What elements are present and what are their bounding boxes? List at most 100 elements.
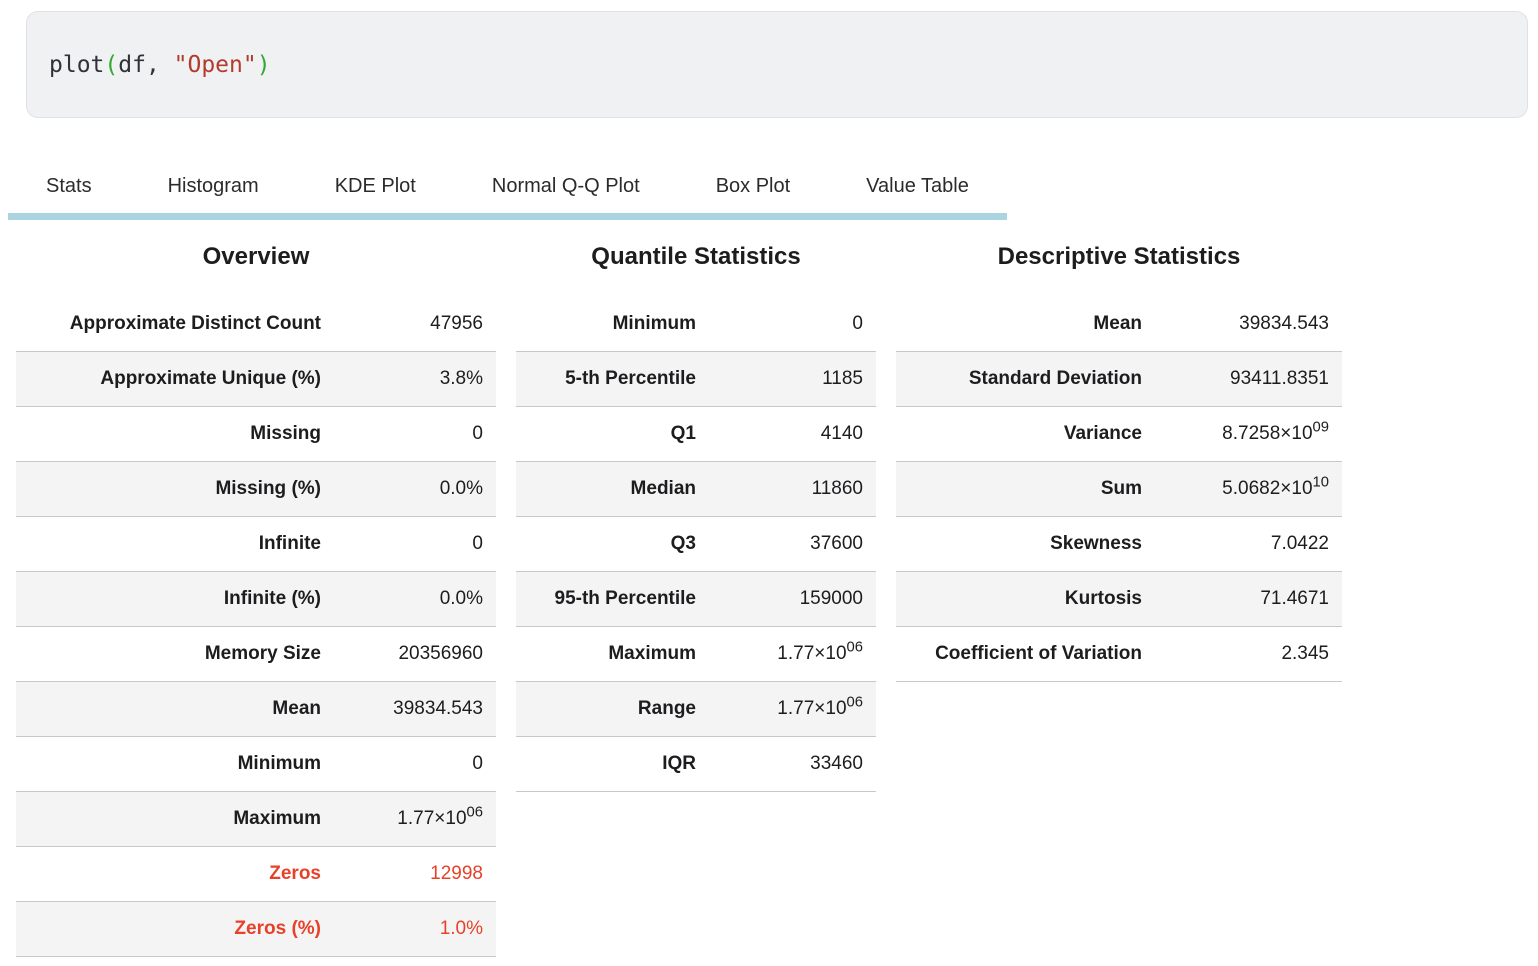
stat-row: IQR 33460 bbox=[516, 737, 876, 792]
stat-value: 0 bbox=[852, 313, 863, 334]
stat-label: Maximum bbox=[608, 643, 696, 664]
stat-row: Median 11860 bbox=[516, 462, 876, 517]
stat-label: 5-th Percentile bbox=[565, 368, 696, 389]
stat-label: 95-th Percentile bbox=[554, 588, 697, 609]
stat-value: 0.0% bbox=[439, 588, 483, 609]
code-token-string: "Open" bbox=[173, 51, 257, 78]
tab-kde-plot[interactable]: KDE Plot bbox=[334, 175, 416, 197]
stat-value: 5.0682×1010 bbox=[1222, 474, 1329, 499]
stat-row: Maximum 1.77×1006 bbox=[516, 627, 876, 682]
code-token-open-paren: ( bbox=[104, 51, 119, 78]
stat-table: Approximate Distinct Count 47956 Approxima… bbox=[16, 297, 496, 957]
panel-title: Quantile Statistics bbox=[591, 243, 801, 270]
stat-label: Median bbox=[630, 478, 696, 499]
stat-label: Coefficient of Variation bbox=[935, 643, 1142, 664]
stat-value: 12998 bbox=[430, 863, 483, 884]
code-token-function: plot bbox=[49, 51, 105, 78]
stat-row: Infinite 0 bbox=[16, 517, 496, 572]
panel-title: Overview bbox=[202, 243, 310, 270]
stat-row: Standard Deviation 93411.8351 bbox=[896, 352, 1342, 407]
stat-value: 33460 bbox=[810, 753, 863, 774]
stat-row: Variance 8.7258×1009 bbox=[896, 407, 1342, 462]
stat-row: Minimum 0 bbox=[16, 737, 496, 792]
panel-title: Descriptive Statistics bbox=[997, 243, 1241, 270]
stat-label: Kurtosis bbox=[1064, 588, 1142, 609]
stat-row: Q3 37600 bbox=[516, 517, 876, 572]
stat-label: Skewness bbox=[1050, 533, 1142, 554]
stat-row: 5-th Percentile 1185 bbox=[516, 352, 876, 407]
stat-row: Q1 4140 bbox=[516, 407, 876, 462]
stat-row: Maximum 1.77×1006 bbox=[16, 792, 496, 847]
stat-row: Range 1.77×1006 bbox=[516, 682, 876, 737]
stat-row: Zeros 12998 bbox=[16, 847, 496, 902]
stat-row: Minimum 0 bbox=[516, 297, 876, 352]
stat-row: Approximate Unique (%) 3.8% bbox=[16, 352, 496, 407]
stat-value: 1.0% bbox=[439, 918, 483, 939]
tab-value-table[interactable]: Value Table bbox=[866, 175, 969, 197]
stat-label: Missing bbox=[250, 423, 321, 444]
stat-row: 95-th Percentile 159000 bbox=[516, 572, 876, 627]
stat-row: Mean 39834.543 bbox=[896, 297, 1342, 352]
stat-table: Minimum 0 5-th Percentile 1185 Q1 4140 Median 1… bbox=[516, 297, 876, 792]
stat-value: 47956 bbox=[430, 313, 483, 334]
code-line: plot(df, "Open") bbox=[49, 52, 271, 78]
stat-value: 7.0422 bbox=[1270, 533, 1329, 554]
stat-label: Approximate Unique (%) bbox=[100, 368, 321, 389]
stat-value: 39834.543 bbox=[393, 698, 483, 719]
stat-value: 71.4671 bbox=[1260, 588, 1329, 609]
code-cell[interactable]: plot(df, "Open") bbox=[26, 11, 1528, 118]
stat-value: 39834.543 bbox=[1239, 313, 1329, 334]
panel-descriptive-statistics: Descriptive Statistics Mean 39834.543 Stan… bbox=[896, 240, 1342, 682]
stat-table: Mean 39834.543 Standard Deviation 93411.835… bbox=[896, 297, 1342, 682]
stat-label: Minimum bbox=[612, 313, 696, 334]
stat-value: 4140 bbox=[820, 423, 863, 444]
tab-histogram[interactable]: Histogram bbox=[167, 175, 259, 197]
stat-label: Variance bbox=[1063, 423, 1142, 444]
stat-label: Infinite bbox=[258, 533, 321, 554]
stat-row: Missing (%) 0.0% bbox=[16, 462, 496, 517]
code-token-arg: df, bbox=[118, 51, 174, 78]
stat-value: 1.77×1006 bbox=[397, 804, 483, 829]
stat-value: 8.7258×1009 bbox=[1222, 419, 1329, 444]
stat-label: Mean bbox=[272, 698, 321, 719]
tab-box-plot[interactable]: Box Plot bbox=[715, 175, 791, 197]
stat-value: 11860 bbox=[811, 478, 863, 499]
stat-label: Q3 bbox=[670, 533, 696, 554]
stat-row: Infinite (%) 0.0% bbox=[16, 572, 496, 627]
stat-row: Missing 0 bbox=[16, 407, 496, 462]
stat-label: Memory Size bbox=[204, 643, 321, 664]
stat-row: Approximate Distinct Count 47956 bbox=[16, 297, 496, 352]
stat-label: Zeros (%) bbox=[234, 918, 321, 939]
stat-label: Maximum bbox=[233, 808, 321, 829]
tab-normal-qq-plot[interactable]: Normal Q-Q Plot bbox=[491, 175, 640, 197]
stat-label: Mean bbox=[1093, 313, 1142, 334]
stat-value: 93411.8351 bbox=[1230, 368, 1329, 389]
stat-row: Coefficient of Variation 2.345 bbox=[896, 627, 1342, 682]
stat-label: Standard Deviation bbox=[968, 368, 1142, 389]
stat-value: 1.77×1006 bbox=[777, 694, 863, 719]
stat-label: Zeros bbox=[269, 863, 321, 884]
stat-row: Sum 5.0682×1010 bbox=[896, 462, 1342, 517]
stat-value: 1185 bbox=[822, 368, 863, 389]
code-token-close-paren: ) bbox=[256, 51, 271, 78]
stat-label: Approximate Distinct Count bbox=[69, 313, 321, 334]
stat-value: 2.345 bbox=[1281, 643, 1329, 664]
stat-row: Skewness 7.0422 bbox=[896, 517, 1342, 572]
stat-row: Zeros (%) 1.0% bbox=[16, 902, 496, 957]
stat-value: 1.77×1006 bbox=[777, 639, 863, 664]
stat-row: Mean 39834.543 bbox=[16, 682, 496, 737]
stat-row: Kurtosis 71.4671 bbox=[896, 572, 1342, 627]
stat-row: Memory Size 20356960 bbox=[16, 627, 496, 682]
tab-stats[interactable]: Stats bbox=[46, 175, 92, 197]
stat-label: Missing (%) bbox=[215, 478, 321, 499]
panel-overview: Overview Approximate Distinct Count 47956… bbox=[16, 240, 496, 957]
stat-label: Q1 bbox=[670, 423, 696, 444]
panel-quantile-statistics: Quantile Statistics Minimum 0 5-th Percent… bbox=[516, 240, 876, 792]
stat-label: Range bbox=[637, 698, 696, 719]
stat-value: 3.8% bbox=[439, 368, 483, 389]
tab-bar: Stats Histogram KDE Plot Normal Q-Q Plot… bbox=[8, 168, 1007, 220]
stat-value: 0 bbox=[472, 753, 483, 774]
stat-label: Sum bbox=[1100, 478, 1142, 499]
stat-value: 0 bbox=[472, 423, 483, 444]
stat-label: IQR bbox=[662, 753, 696, 774]
